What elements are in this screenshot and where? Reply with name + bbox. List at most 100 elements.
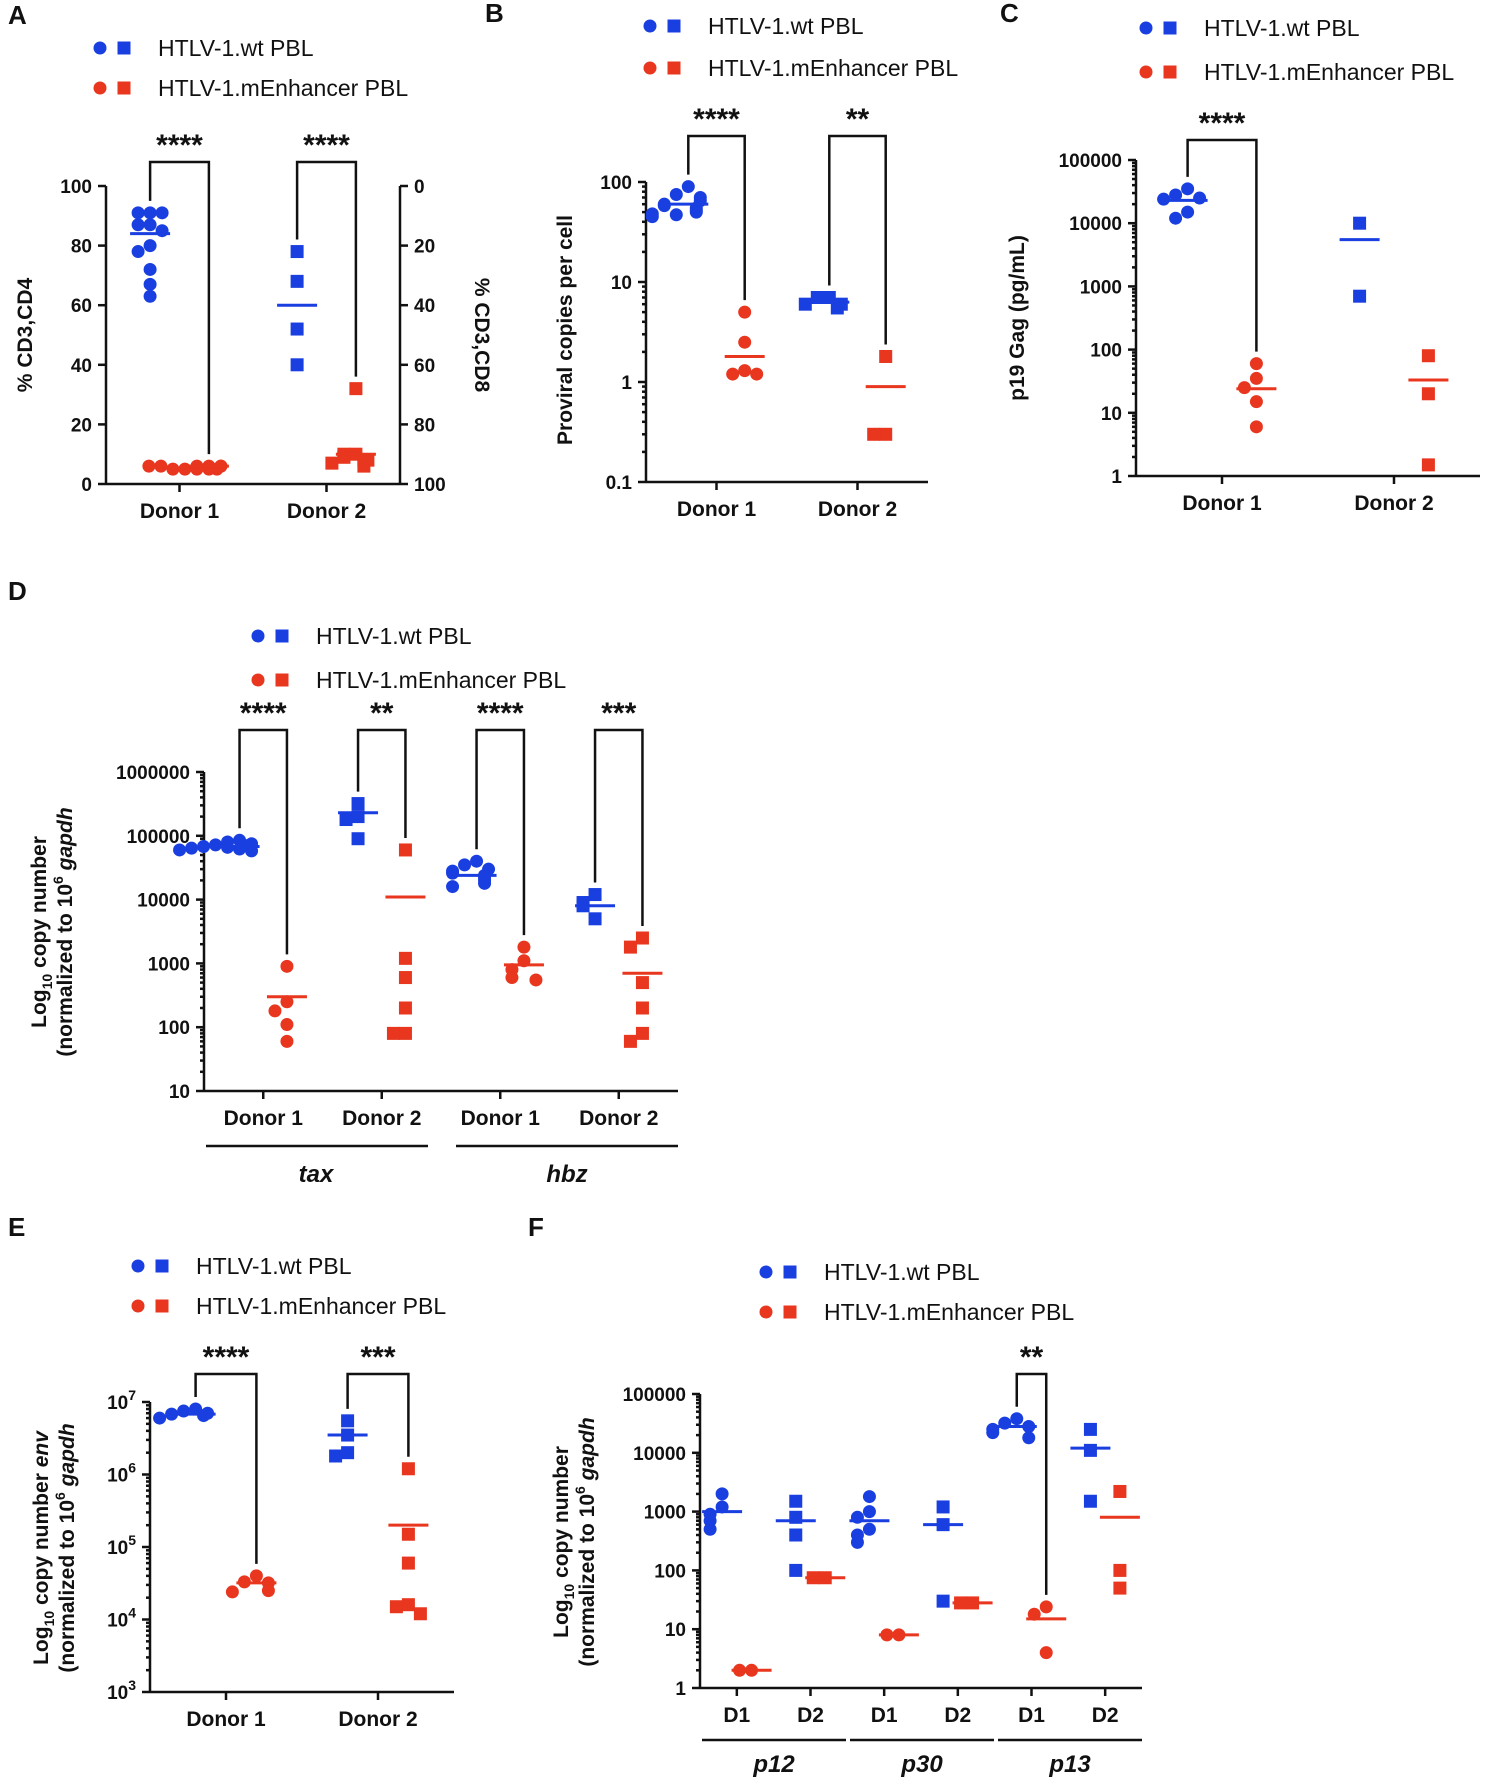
data-point-menh	[413, 1607, 427, 1621]
significance-label: ****	[693, 103, 740, 136]
data-point-menh	[268, 1004, 282, 1018]
legend-menh-label: HTLV-1.mEnhancer PBL	[1204, 59, 1454, 85]
x-tick-label: Donor 2	[818, 498, 897, 521]
y-tick-label: 0.1	[606, 473, 633, 494]
data-point-wt	[1353, 289, 1367, 303]
legend-wt-label: HTLV-1.wt PBL	[708, 13, 864, 39]
x-tick-label: Donor 1	[224, 1107, 304, 1130]
legend-menh-circle	[131, 1299, 145, 1313]
panel-label-A: A	[8, 0, 27, 30]
data-point-wt	[131, 245, 145, 259]
data-point-wt	[478, 876, 492, 890]
data-point-wt	[155, 224, 169, 238]
data-point-wt	[645, 210, 659, 224]
data-point-menh	[190, 462, 204, 476]
data-point-menh	[517, 940, 531, 954]
y2-tick-label: 80	[414, 415, 435, 436]
y-tick-label: 107	[107, 1387, 136, 1414]
y-tick-label: 1000	[644, 1503, 686, 1524]
data-point-wt	[446, 880, 460, 894]
data-point-menh	[202, 462, 216, 476]
data-point-wt	[143, 277, 157, 291]
legend-menh-square	[1163, 65, 1177, 79]
data-point-menh	[1421, 387, 1435, 401]
y-tick-label: 105	[107, 1532, 136, 1559]
data-point-wt	[862, 1505, 876, 1519]
data-point-menh	[280, 995, 294, 1009]
data-point-wt	[458, 858, 472, 872]
data-point-menh	[1113, 1581, 1127, 1595]
data-point-menh	[349, 382, 363, 396]
data-point-menh	[398, 951, 412, 965]
x-tick-label: Donor 2	[1354, 492, 1433, 515]
data-point-wt	[339, 813, 353, 827]
data-point-menh	[635, 976, 649, 990]
significance-bracket	[1015, 1372, 1048, 1595]
legend-wt-circle	[759, 1265, 773, 1279]
legend-menh-square	[275, 673, 289, 687]
data-point-menh	[1113, 1484, 1127, 1498]
significance-bracket	[593, 728, 644, 927]
y-tick-label: 0	[81, 475, 92, 496]
legend-menh-circle	[93, 81, 107, 95]
data-point-menh	[142, 459, 156, 473]
panel-label-E: E	[8, 1212, 25, 1242]
y2-tick-label: 0	[414, 177, 425, 198]
significance-label: **	[370, 697, 394, 730]
data-point-menh	[357, 459, 371, 473]
y-tick-label: 10	[665, 1620, 686, 1641]
data-point-wt	[143, 206, 157, 220]
legend-wt-square	[155, 1259, 169, 1273]
legend-wt-label: HTLV-1.wt PBL	[824, 1259, 980, 1285]
legend-wt-label: HTLV-1.wt PBL	[158, 35, 314, 61]
legend-menh-square	[155, 1299, 169, 1313]
data-point-wt	[351, 832, 365, 846]
significance-bracket	[295, 160, 358, 377]
data-point-wt	[197, 839, 211, 853]
data-point-wt	[329, 1449, 343, 1463]
x-tick-label: D2	[1092, 1704, 1119, 1727]
x-tick-label: D1	[1018, 1704, 1045, 1727]
significance-bracket	[475, 728, 526, 936]
panel-label-C: C	[1000, 0, 1019, 28]
data-point-wt	[681, 180, 695, 194]
y-tick-label: 100	[158, 1018, 190, 1039]
y-axis-label: p19 Gag (pg/mL)	[1006, 235, 1029, 401]
y-tick-label: 10	[1101, 404, 1122, 425]
data-point-menh	[398, 843, 412, 857]
y-axis-label: % CD3,CD4	[14, 278, 37, 393]
y2-tick-label: 100	[414, 475, 446, 496]
panel-label-D: D	[8, 576, 27, 606]
legend-wt-square	[783, 1265, 797, 1279]
data-point-menh	[635, 1001, 649, 1015]
significance-label: ***	[601, 697, 636, 730]
gene-group-label: p12	[752, 1751, 795, 1778]
data-point-menh	[1249, 395, 1263, 409]
legend-menh-label: HTLV-1.mEnhancer PBL	[708, 55, 958, 81]
y-tick-label: 100000	[623, 1385, 686, 1406]
gene-group-label: p13	[1048, 1751, 1091, 1778]
data-point-wt	[669, 187, 683, 201]
x-tick-label: D1	[723, 1704, 750, 1727]
data-point-wt	[470, 854, 484, 868]
y-axis-label-2: (normalized to 106 gapdh	[52, 1423, 79, 1672]
significance-label: ****	[156, 129, 203, 162]
y-tick-label: 10	[169, 1082, 190, 1103]
y-tick-label: 100000	[1059, 151, 1122, 172]
y2-tick-label: 40	[414, 296, 435, 317]
legend-menh-square	[667, 61, 681, 75]
data-point-wt	[830, 301, 844, 315]
y-tick-label: 1	[675, 1679, 686, 1700]
data-point-wt	[1181, 182, 1195, 196]
legend-menh-square	[783, 1305, 797, 1319]
data-point-menh	[1421, 349, 1435, 363]
y-tick-label: 20	[71, 415, 92, 436]
significance-bracket	[828, 134, 887, 345]
data-point-menh	[166, 462, 180, 476]
data-point-wt	[209, 838, 223, 852]
data-point-wt	[153, 1411, 167, 1425]
y2-tick-label: 60	[414, 356, 435, 377]
y-axis-label-2: (normalized to 106 gapdh	[50, 807, 77, 1056]
data-point-menh	[635, 1026, 649, 1040]
